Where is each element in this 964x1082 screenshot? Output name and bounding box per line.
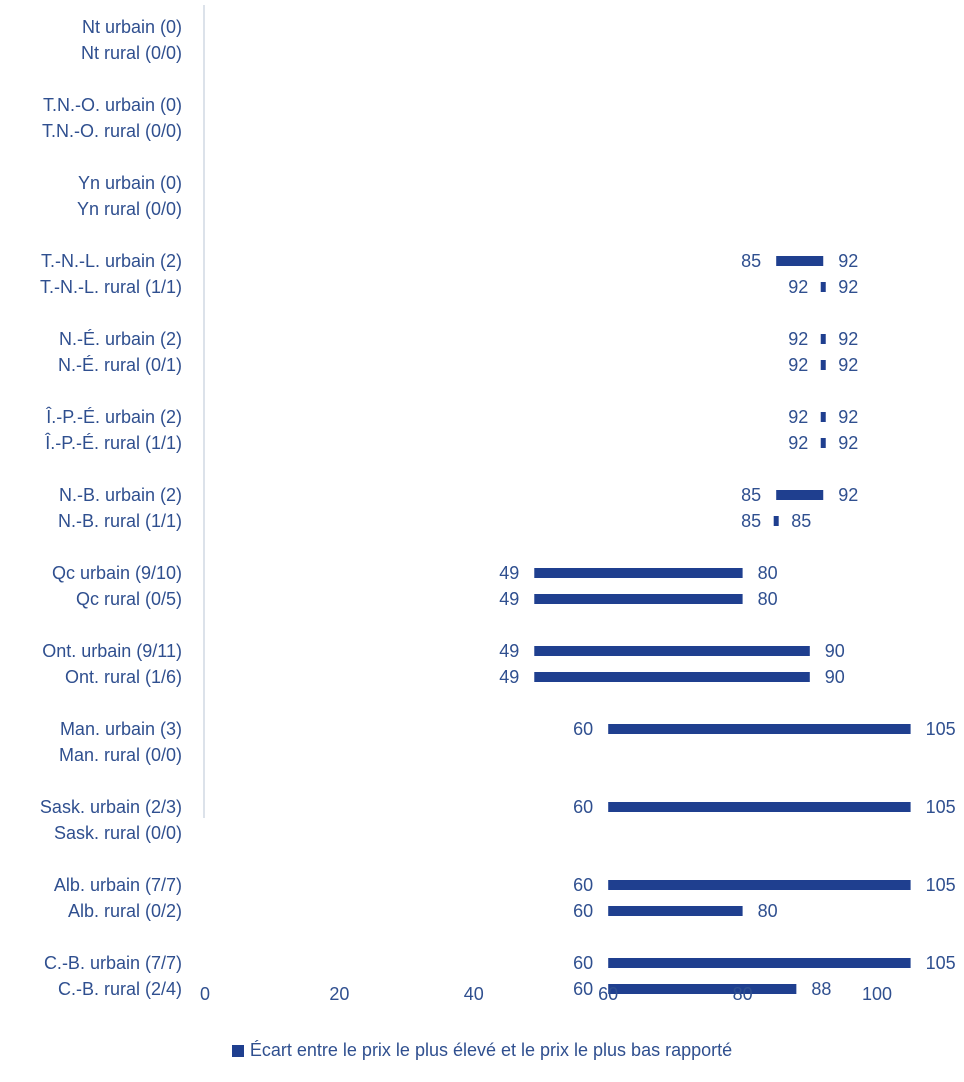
category-label: T.-N.-L. rural (1/1): [40, 277, 182, 297]
category-label: T.N.-O. rural (0/0): [42, 121, 182, 141]
category-label: Nt rural (0/0): [81, 43, 182, 63]
low-value-label: 85: [741, 485, 761, 505]
range-bar: [820, 282, 826, 292]
low-value-label: 85: [741, 251, 761, 271]
x-tick-label: 0: [200, 984, 210, 1004]
range-bar: [608, 802, 911, 812]
category-label: Man. rural (0/0): [59, 745, 182, 765]
high-value-label: 92: [838, 329, 858, 349]
x-axis-ticks: 0 20 40 60 80 100: [200, 984, 892, 1004]
low-value-label: 60: [573, 875, 593, 895]
low-value-label: 92: [788, 329, 808, 349]
category-label: Î.-P.-É. rural (1/1): [44, 433, 182, 453]
low-value-label: 92: [788, 433, 808, 453]
high-value-label: 105: [926, 797, 956, 817]
bars: [534, 256, 911, 994]
low-value-label: 92: [788, 407, 808, 427]
low-value-label: 60: [573, 953, 593, 973]
high-value-label: 105: [926, 719, 956, 739]
price-range-chart: Nt urbain (0) Nt rural (0/0) T.N.-O. urbai…: [40, 5, 956, 1004]
range-bar: [776, 490, 824, 500]
category-labels: Nt urbain (0) Nt rural (0/0) T.N.-O. urbai…: [40, 17, 182, 999]
category-label: Î.-P.-É. urbain (2): [45, 407, 182, 427]
x-tick-label: 100: [862, 984, 892, 1004]
category-label: C.-B. urbain (7/7): [44, 953, 182, 973]
range-bar: [608, 906, 743, 916]
low-value-label: 49: [499, 667, 519, 687]
low-value-label: 92: [788, 277, 808, 297]
range-bar: [608, 958, 911, 968]
category-label: N.-É. urbain (2): [59, 329, 182, 349]
low-value-label: 49: [499, 641, 519, 661]
category-label: Nt urbain (0): [82, 17, 182, 37]
high-value-label: 105: [926, 953, 956, 973]
high-value-label: 80: [758, 563, 778, 583]
range-bar: [776, 256, 824, 266]
x-tick-label: 60: [598, 984, 618, 1004]
high-value-label: 105: [926, 875, 956, 895]
high-value-label: 80: [758, 901, 778, 921]
high-value-label: 92: [838, 407, 858, 427]
legend-swatch: [231, 1045, 244, 1057]
category-label: Alb. rural (0/2): [68, 901, 182, 921]
category-label: Ont. rural (1/6): [65, 667, 182, 687]
category-label: C.-B. rural (2/4): [58, 979, 182, 999]
high-value-label: 85: [791, 511, 811, 531]
category-label: T.N.-O. urbain (0): [43, 95, 182, 115]
low-value-label: 92: [788, 355, 808, 375]
category-label: Sask. rural (0/0): [54, 823, 182, 843]
high-value-label: 92: [838, 433, 858, 453]
category-label: Ont. urbain (9/11): [42, 641, 182, 661]
legend-label: Écart entre le prix le plus élevé et le …: [249, 1040, 733, 1060]
high-value-label: 92: [838, 485, 858, 505]
category-label: Qc urbain (9/10): [52, 563, 182, 583]
range-bar: [534, 568, 743, 578]
high-value-label: 92: [838, 277, 858, 297]
high-value-label: 92: [838, 251, 858, 271]
low-value-label: 60: [573, 719, 593, 739]
category-label: N.-B. rural (1/1): [58, 511, 182, 531]
range-bar: [608, 724, 911, 734]
range-bar: [534, 646, 810, 656]
high-value-label: 92: [838, 355, 858, 375]
low-value-label: 49: [499, 589, 519, 609]
range-bar: [608, 880, 911, 890]
range-bar: [773, 516, 779, 526]
high-value-label: 90: [825, 667, 845, 687]
legend: Écart entre le prix le plus élevé et le …: [0, 1040, 964, 1061]
category-label: Alb. urbain (7/7): [54, 875, 182, 895]
x-tick-label: 20: [329, 984, 349, 1004]
x-tick-label: 40: [464, 984, 484, 1004]
range-bar: [820, 412, 826, 422]
category-label: T.-N.-L. urbain (2): [41, 251, 182, 271]
range-bar: [534, 672, 810, 682]
value-labels: 85 92 92 92 92 92 92 92 92 92 92 92 85 92 85 85 49 80 49 80…: [499, 251, 955, 999]
category-label: Yn rural (0/0): [77, 199, 182, 219]
high-value-label: 88: [811, 979, 831, 999]
low-value-label: 60: [573, 797, 593, 817]
category-label: N.-É. rural (0/1): [58, 355, 182, 375]
range-bar: [820, 360, 826, 370]
range-bar: [820, 334, 826, 344]
category-label: Qc rural (0/5): [76, 589, 182, 609]
low-value-label: 49: [499, 563, 519, 583]
x-tick-label: 80: [733, 984, 753, 1004]
low-value-label: 60: [573, 979, 593, 999]
category-label: N.-B. urbain (2): [59, 485, 182, 505]
low-value-label: 60: [573, 901, 593, 921]
range-bar: [608, 984, 797, 994]
category-label: Sask. urbain (2/3): [40, 797, 182, 817]
high-value-label: 80: [758, 589, 778, 609]
low-value-label: 85: [741, 511, 761, 531]
high-value-label: 90: [825, 641, 845, 661]
category-label: Man. urbain (3): [60, 719, 182, 739]
category-label: Yn urbain (0): [78, 173, 182, 193]
range-bar: [534, 594, 743, 604]
range-bar: [820, 438, 826, 448]
